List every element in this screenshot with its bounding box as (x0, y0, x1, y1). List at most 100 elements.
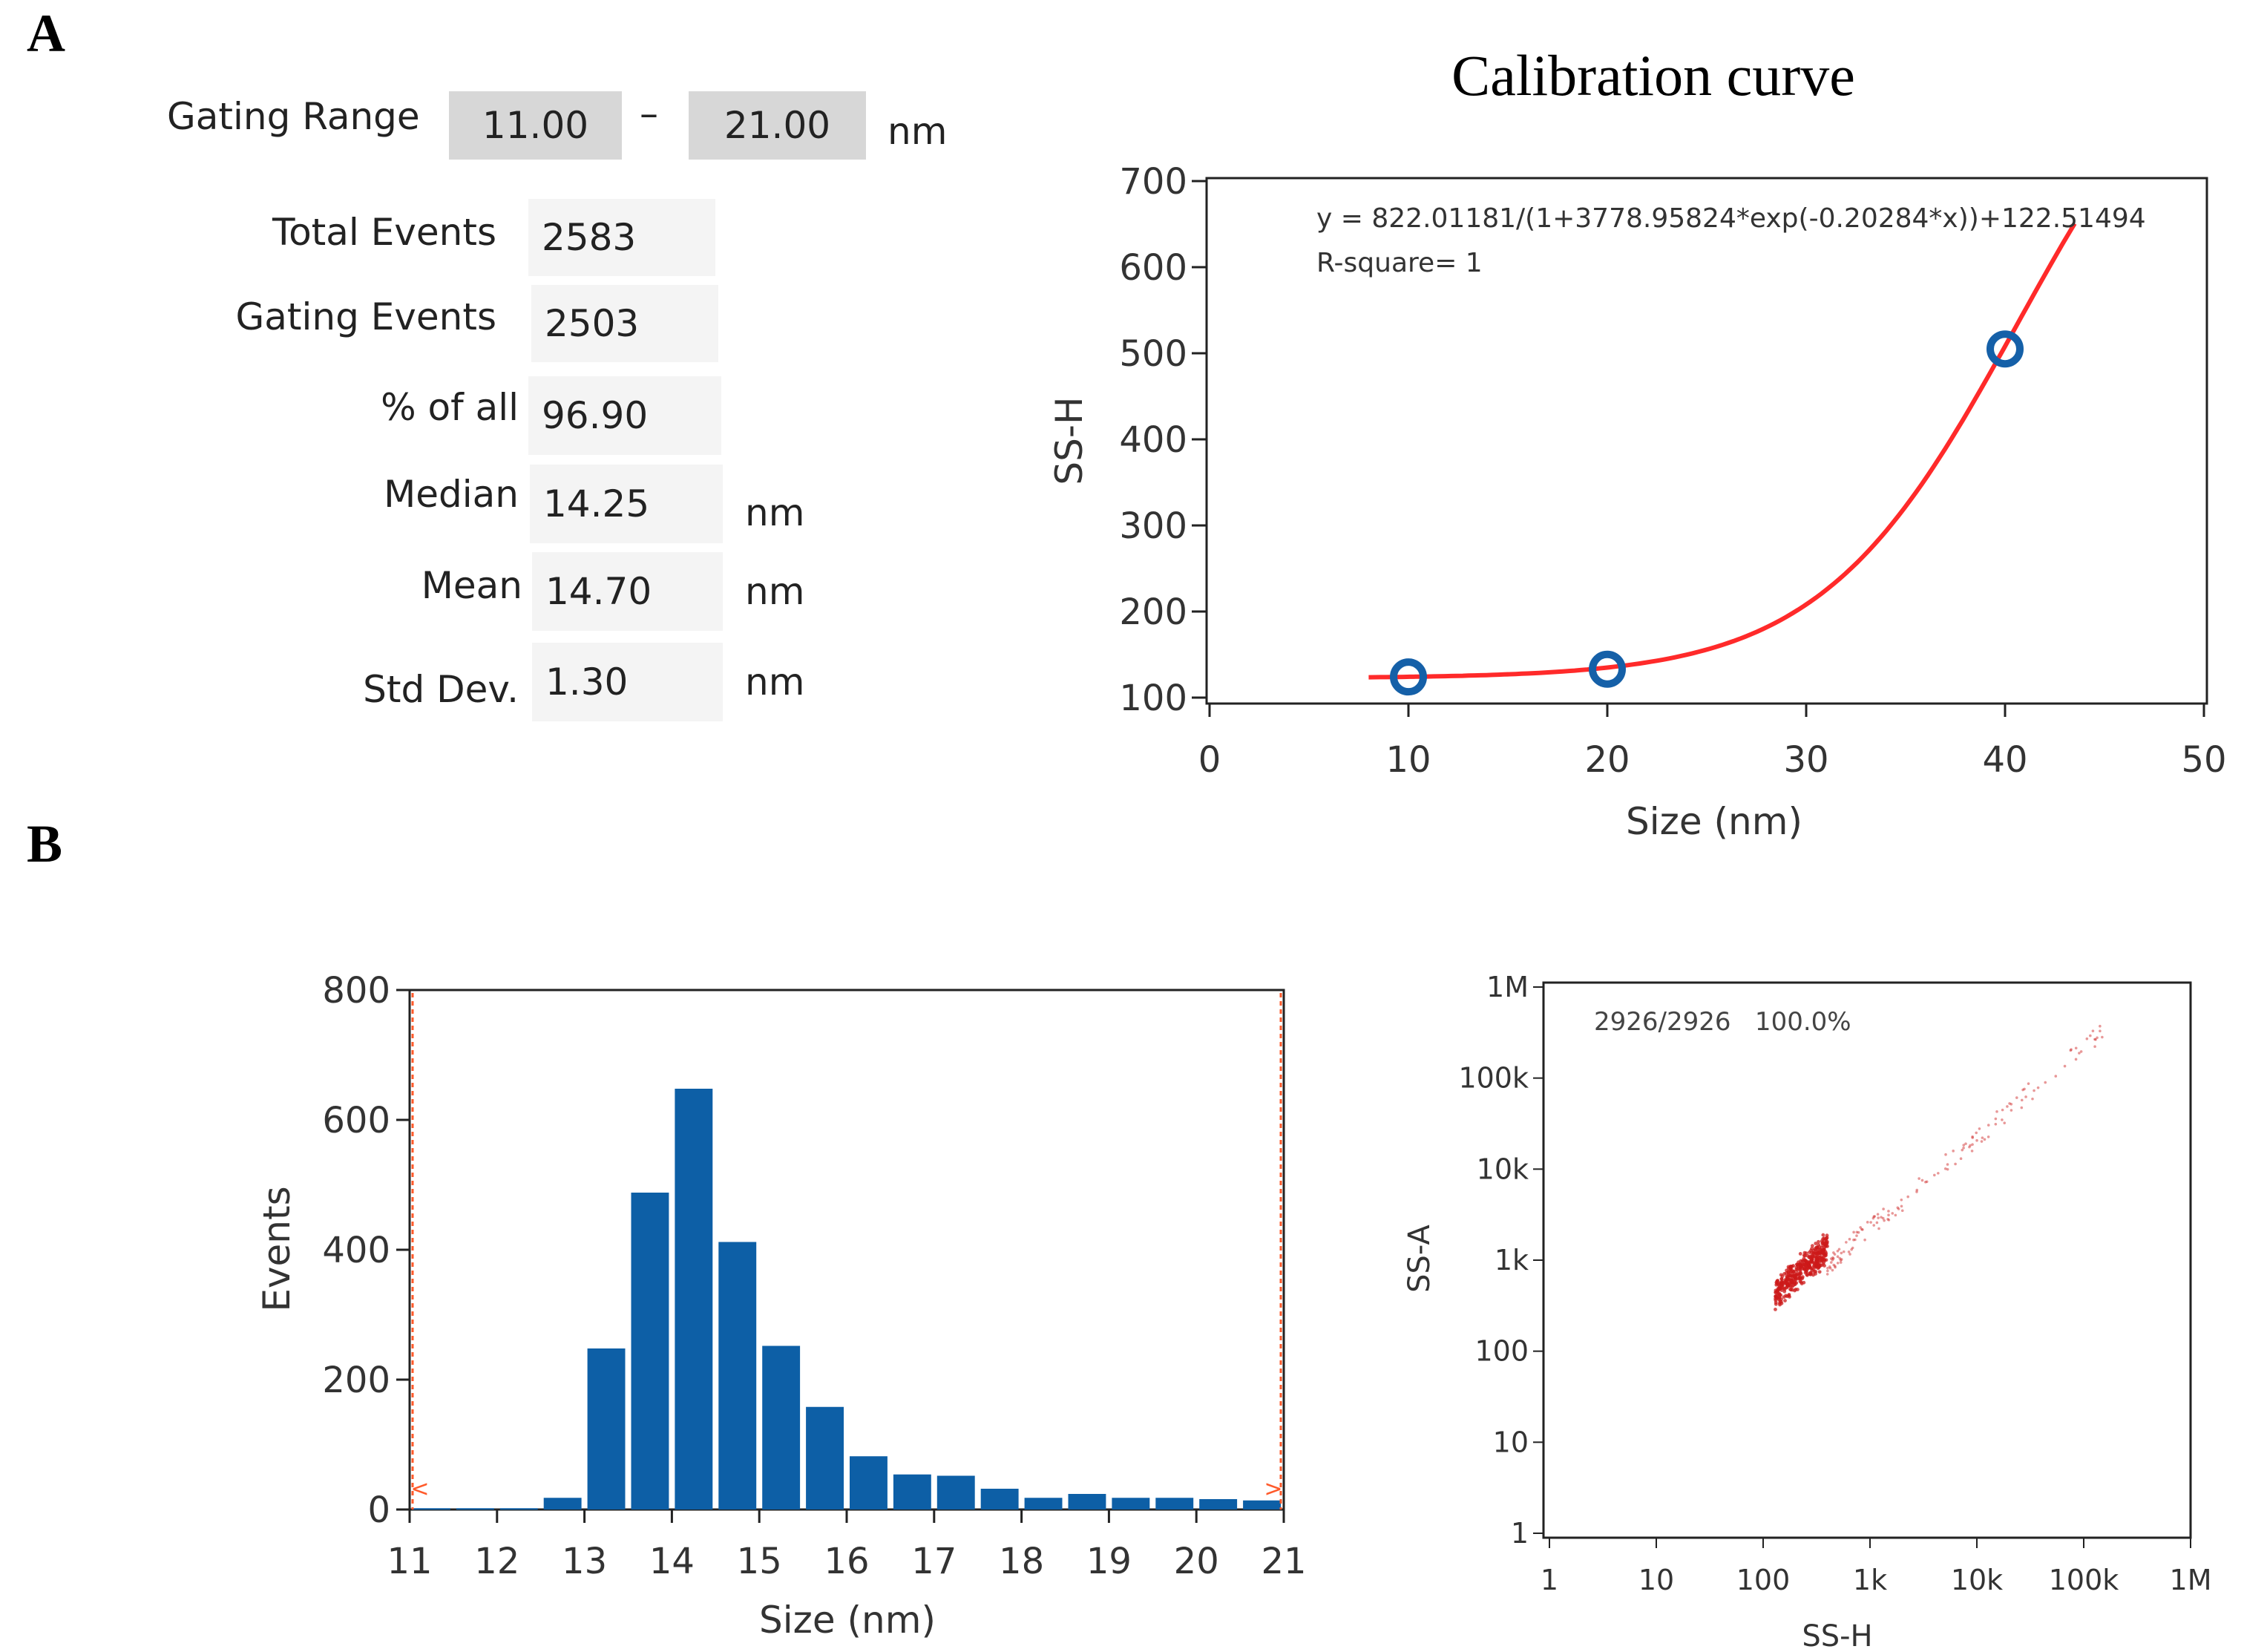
density-point (2063, 1064, 2067, 1068)
density-point (1886, 1218, 1889, 1221)
density-point (1829, 1261, 1833, 1264)
calibration-y-tick-label: 700 (1119, 161, 1187, 203)
density-point (1978, 1127, 1981, 1130)
gating-events-label: Gating Events (235, 295, 497, 338)
density-point (1820, 1259, 1823, 1263)
density-point (1795, 1268, 1800, 1273)
density-point (1861, 1228, 1864, 1231)
density-point (1924, 1180, 1927, 1184)
density-point (1789, 1269, 1794, 1274)
density-point (1793, 1288, 1797, 1293)
density-point (1803, 1271, 1808, 1275)
density-point (2074, 1046, 2078, 1050)
density-point (1817, 1270, 1822, 1274)
gating-range-min-field[interactable]: 11.00 (449, 91, 622, 160)
density-point (1811, 1251, 1816, 1255)
density-point (1831, 1268, 1834, 1272)
density-point (1810, 1244, 1814, 1248)
calibration-x-tick-label: 0 (1198, 739, 1221, 781)
density-point (1786, 1272, 1791, 1276)
density-point (1823, 1258, 1827, 1262)
gating-range-max-field[interactable]: 21.00 (689, 91, 866, 160)
density-point (2074, 1058, 2078, 1061)
std-dev-value: 1.30 (532, 643, 723, 721)
density-point (2027, 1082, 2030, 1085)
density-point (1831, 1257, 1835, 1260)
density-point (1906, 1195, 1909, 1199)
density-point (2031, 1097, 2034, 1101)
density-point (2044, 1081, 2047, 1084)
density-point (1774, 1295, 1778, 1299)
density-point (1848, 1253, 1851, 1256)
histogram-bar (1155, 1498, 1194, 1510)
density-point (1781, 1282, 1785, 1286)
mean-label: Mean (421, 564, 522, 607)
histogram-bar (675, 1089, 713, 1510)
panel-label-b: B (27, 814, 63, 873)
histogram-bar (718, 1242, 757, 1510)
density-point (1831, 1259, 1834, 1262)
density-point (1836, 1262, 1840, 1265)
density-point (1880, 1216, 1883, 1219)
density-point (1971, 1135, 1974, 1138)
density-point (1810, 1266, 1814, 1271)
density-point (1848, 1237, 1851, 1241)
density-point (1866, 1221, 1869, 1224)
calibration-y-tick-label: 100 (1119, 678, 1187, 719)
calibration-y-tick-label: 400 (1119, 419, 1187, 461)
density-point (1850, 1248, 1853, 1251)
calibration-x-axis-label: Size (nm) (1626, 800, 1802, 843)
histogram-gate-handle[interactable]: < (410, 1476, 429, 1502)
gating-range-label: Gating Range (167, 95, 420, 138)
density-point (2085, 1037, 2089, 1040)
density-point (1785, 1282, 1789, 1285)
density-point (1839, 1261, 1843, 1264)
density-point (1872, 1224, 1876, 1227)
histogram-bar (499, 1508, 538, 1510)
histogram-bar (850, 1456, 888, 1510)
density-point (1802, 1267, 1806, 1271)
density-point (1826, 1269, 1829, 1273)
calibration-point (1987, 330, 2024, 368)
density-point (2001, 1108, 2004, 1112)
density-y-tick-label: 1k (1495, 1244, 1529, 1276)
density-point (1774, 1307, 1777, 1311)
histogram-x-tick-label: 12 (474, 1541, 519, 1582)
density-point (2020, 1098, 2024, 1102)
histogram-x-axis-label: Size (nm) (759, 1599, 936, 1642)
total-events-label: Total Events (272, 211, 496, 254)
density-point (1877, 1216, 1880, 1219)
histogram-plot-frame (408, 989, 1285, 1511)
density-point (1788, 1281, 1792, 1285)
histogram-gate-handle[interactable]: > (1264, 1476, 1282, 1502)
density-point (2036, 1086, 2040, 1089)
density-point (1782, 1295, 1786, 1299)
density-point (1825, 1233, 1829, 1238)
histogram-y-tick-label: 800 (322, 970, 390, 1012)
density-point (1887, 1219, 1891, 1222)
density-point (2094, 1038, 2097, 1041)
density-point (1797, 1260, 1801, 1265)
density-point (2054, 1075, 2058, 1078)
calibration-point (1390, 658, 1427, 696)
density-point (1883, 1219, 1886, 1222)
density-point (1915, 1190, 1918, 1193)
density-point (1824, 1236, 1828, 1241)
histogram-y-tick-label: 600 (322, 1100, 390, 1141)
density-point (1788, 1295, 1791, 1299)
density-x-tick-label: 10k (1951, 1564, 2003, 1596)
density-point (1847, 1251, 1851, 1253)
density-point (2089, 1034, 2092, 1038)
histogram-bar (456, 1508, 494, 1510)
density-x-axis-label: SS-H (1802, 1619, 1872, 1652)
density-point (1952, 1150, 1955, 1153)
density-point (1975, 1131, 1978, 1135)
density-point (2001, 1118, 2004, 1121)
density-y-tick-label: 1 (1511, 1517, 1529, 1550)
density-point (1869, 1221, 1872, 1224)
density-point (1937, 1172, 1940, 1175)
density-point (1817, 1251, 1821, 1255)
density-point (1917, 1177, 1920, 1180)
std-dev-unit: nm (745, 661, 805, 704)
density-point (1794, 1277, 1798, 1282)
